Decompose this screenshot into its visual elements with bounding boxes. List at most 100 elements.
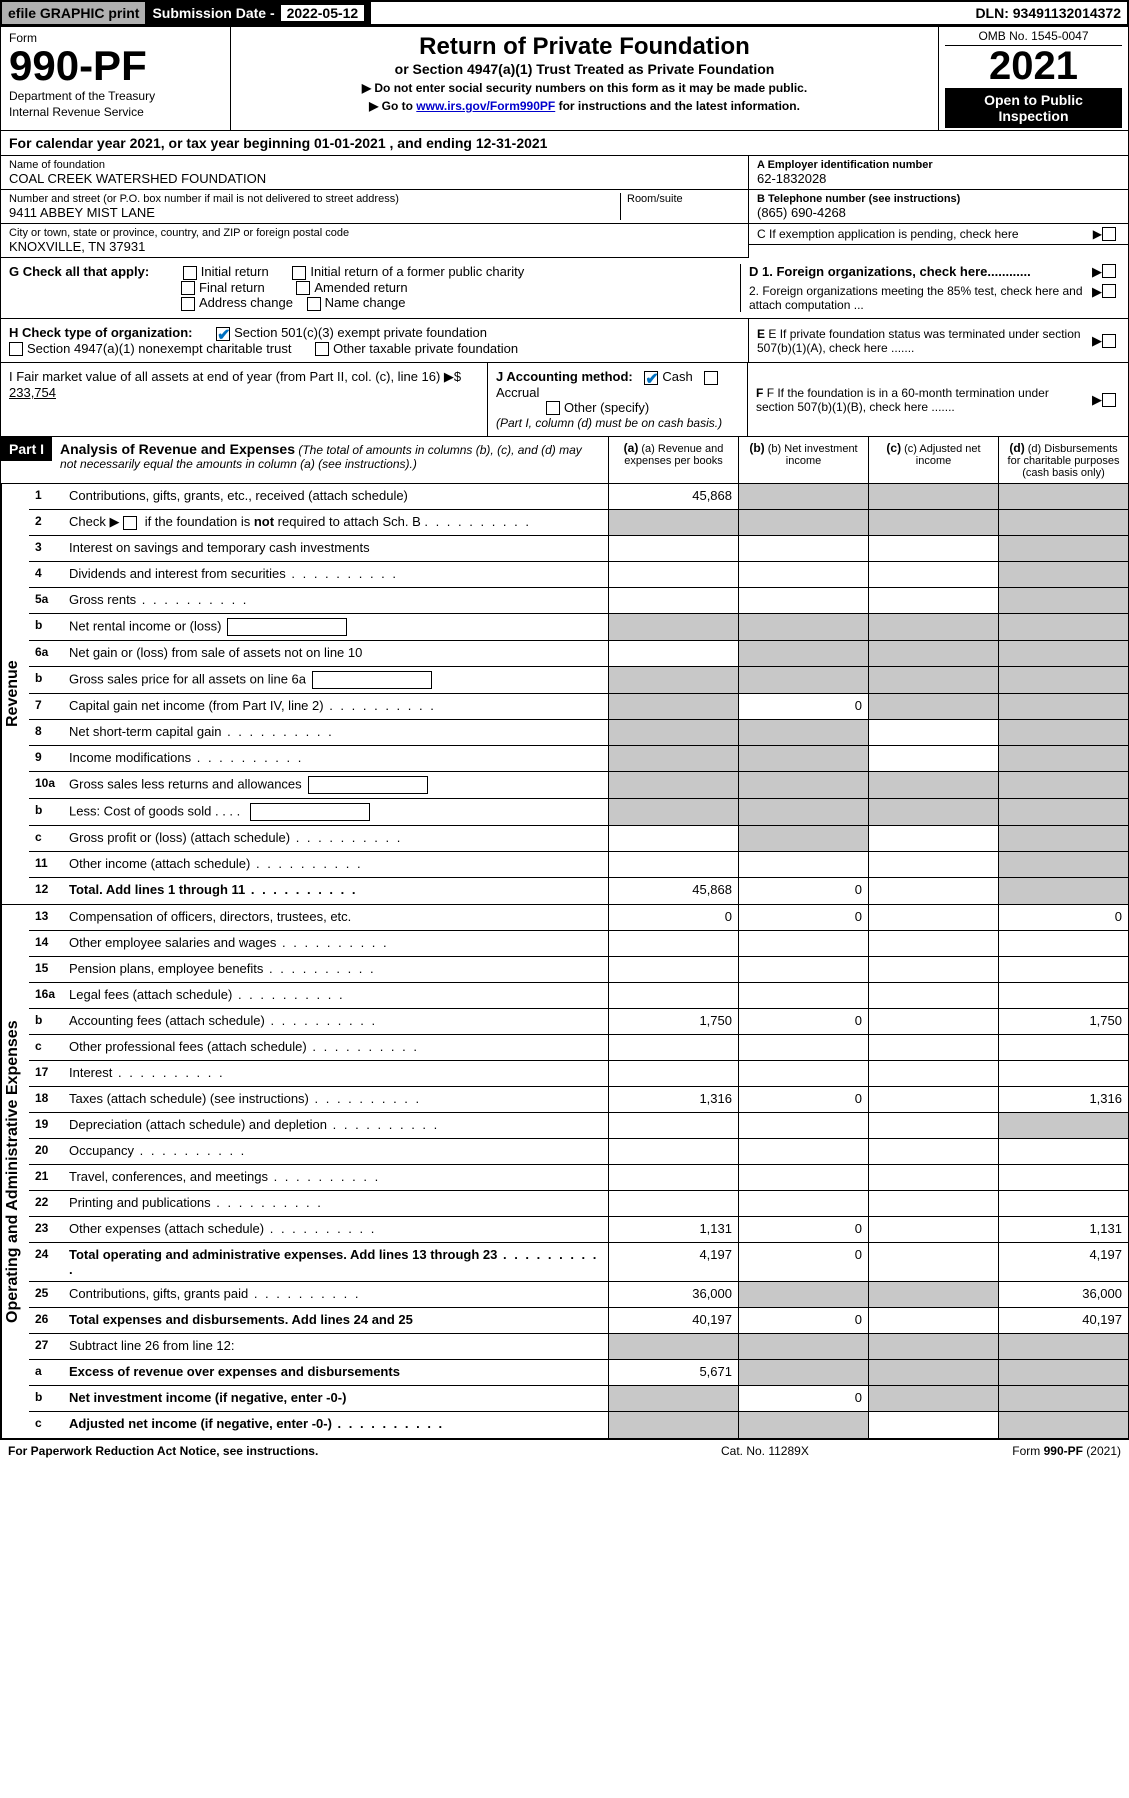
rb xyxy=(738,1334,868,1359)
h2-checkbox[interactable] xyxy=(9,342,23,356)
h-label: H Check type of organization: xyxy=(9,325,192,340)
rb xyxy=(738,852,868,877)
rd-txt: Less: Cost of goods sold xyxy=(69,804,211,819)
ra xyxy=(608,1334,738,1359)
rn: 20 xyxy=(29,1139,63,1164)
rn: a xyxy=(29,1360,63,1385)
info-section: Name of foundation COAL CREEK WATERSHED … xyxy=(0,156,1129,258)
rd: Other expenses (attach schedule) xyxy=(63,1217,608,1242)
instr-link[interactable]: www.irs.gov/Form990PF xyxy=(416,99,555,113)
rc xyxy=(868,1009,998,1034)
rn: b xyxy=(29,799,63,825)
initial-checkbox[interactable] xyxy=(183,266,197,280)
row-6b: bGross sales price for all assets on lin… xyxy=(29,667,1128,694)
rc xyxy=(868,1113,998,1138)
instr-2: ▶ Go to www.irs.gov/Form990PF for instru… xyxy=(241,99,928,113)
ein: 62-1832028 xyxy=(757,171,1120,186)
amended-checkbox[interactable] xyxy=(296,281,310,295)
e-checkbox[interactable] xyxy=(1102,334,1116,348)
rd: Interest xyxy=(63,1061,608,1086)
rdd xyxy=(998,826,1128,851)
j-note: (Part I, column (d) must be on cash basi… xyxy=(496,416,722,430)
rd: Gross rents xyxy=(63,588,608,613)
rn: 10a xyxy=(29,772,63,798)
j-label: J Accounting method: xyxy=(496,369,633,384)
rdd xyxy=(998,746,1128,771)
accrual-checkbox[interactable] xyxy=(704,371,718,385)
addr-change-checkbox[interactable] xyxy=(181,297,195,311)
rn: 12 xyxy=(29,878,63,904)
cash-checkbox[interactable] xyxy=(644,371,658,385)
footer-left: For Paperwork Reduction Act Notice, see … xyxy=(8,1444,721,1458)
rn: c xyxy=(29,826,63,851)
other-checkbox[interactable] xyxy=(546,401,560,415)
instr2-post: for instructions and the latest informat… xyxy=(555,99,800,113)
rdd xyxy=(998,667,1128,693)
rc xyxy=(868,667,998,693)
submission-text: Submission Date - xyxy=(152,5,274,21)
rc xyxy=(868,1035,998,1060)
g-addr-change: Address change xyxy=(199,295,293,310)
h3-checkbox[interactable] xyxy=(315,342,329,356)
form-subtitle: or Section 4947(a)(1) Trust Treated as P… xyxy=(241,61,928,77)
ra xyxy=(608,510,738,535)
rd: Pension plans, employee benefits xyxy=(63,957,608,982)
footer-mid: Cat. No. 11289X xyxy=(721,1444,921,1458)
rc xyxy=(868,641,998,666)
row-8: 8Net short-term capital gain xyxy=(29,720,1128,746)
rn: 16a xyxy=(29,983,63,1008)
f-checkbox[interactable] xyxy=(1102,393,1116,407)
rc xyxy=(868,983,998,1008)
row-15: 15Pension plans, employee benefits xyxy=(29,957,1128,983)
g-section: G Check all that apply: Initial return I… xyxy=(9,264,732,312)
rc xyxy=(868,588,998,613)
rc xyxy=(868,1412,998,1438)
final-checkbox[interactable] xyxy=(181,281,195,295)
ra xyxy=(608,614,738,640)
d2-checkbox[interactable] xyxy=(1102,284,1116,298)
info-left: Name of foundation COAL CREEK WATERSHED … xyxy=(1,156,748,258)
efile-print-button[interactable]: efile GRAPHIC print xyxy=(2,2,146,24)
h-section: H Check type of organization: Section 50… xyxy=(1,319,740,362)
submission-label: Submission Date - 2022-05-12 xyxy=(146,2,371,24)
rn: 24 xyxy=(29,1243,63,1281)
part1-header-row: Part I Analysis of Revenue and Expenses … xyxy=(0,437,1129,484)
room-label: Room/suite xyxy=(627,193,740,205)
rdd: 1,316 xyxy=(998,1087,1128,1112)
row-7: 7Capital gain net income (from Part IV, … xyxy=(29,694,1128,720)
rb xyxy=(738,588,868,613)
row-5a: 5aGross rents xyxy=(29,588,1128,614)
h1-checkbox[interactable] xyxy=(216,327,230,341)
rd: Net rental income or (loss) xyxy=(63,614,608,640)
row-10c: cGross profit or (loss) (attach schedule… xyxy=(29,826,1128,852)
rc xyxy=(868,562,998,587)
rb xyxy=(738,799,868,825)
rb xyxy=(738,667,868,693)
d1-checkbox[interactable] xyxy=(1102,264,1116,278)
rdd: 1,750 xyxy=(998,1009,1128,1034)
ra xyxy=(608,667,738,693)
row-5b: bNet rental income or (loss) xyxy=(29,614,1128,641)
ra xyxy=(608,799,738,825)
schb-checkbox[interactable] xyxy=(123,516,137,530)
name-change-checkbox[interactable] xyxy=(307,297,321,311)
rd: Adjusted net income (if negative, enter … xyxy=(63,1412,608,1438)
rb xyxy=(738,1061,868,1086)
ra xyxy=(608,957,738,982)
rn: 14 xyxy=(29,931,63,956)
initial-former-checkbox[interactable] xyxy=(292,266,306,280)
rn: 1 xyxy=(29,484,63,509)
rn: 17 xyxy=(29,1061,63,1086)
arrow-icon: ▶ xyxy=(1092,284,1102,312)
arrow-icon: ▶ xyxy=(1092,392,1102,408)
foundation-name-row: Name of foundation COAL CREEK WATERSHED … xyxy=(1,156,748,190)
footer: For Paperwork Reduction Act Notice, see … xyxy=(0,1439,1129,1462)
ra xyxy=(608,983,738,1008)
ra xyxy=(608,1139,738,1164)
rb xyxy=(738,957,868,982)
j-cash: Cash xyxy=(662,369,692,384)
c-checkbox[interactable] xyxy=(1102,227,1116,241)
dept-treasury: Department of the Treasury xyxy=(9,89,222,103)
rb xyxy=(738,562,868,587)
ra xyxy=(608,588,738,613)
